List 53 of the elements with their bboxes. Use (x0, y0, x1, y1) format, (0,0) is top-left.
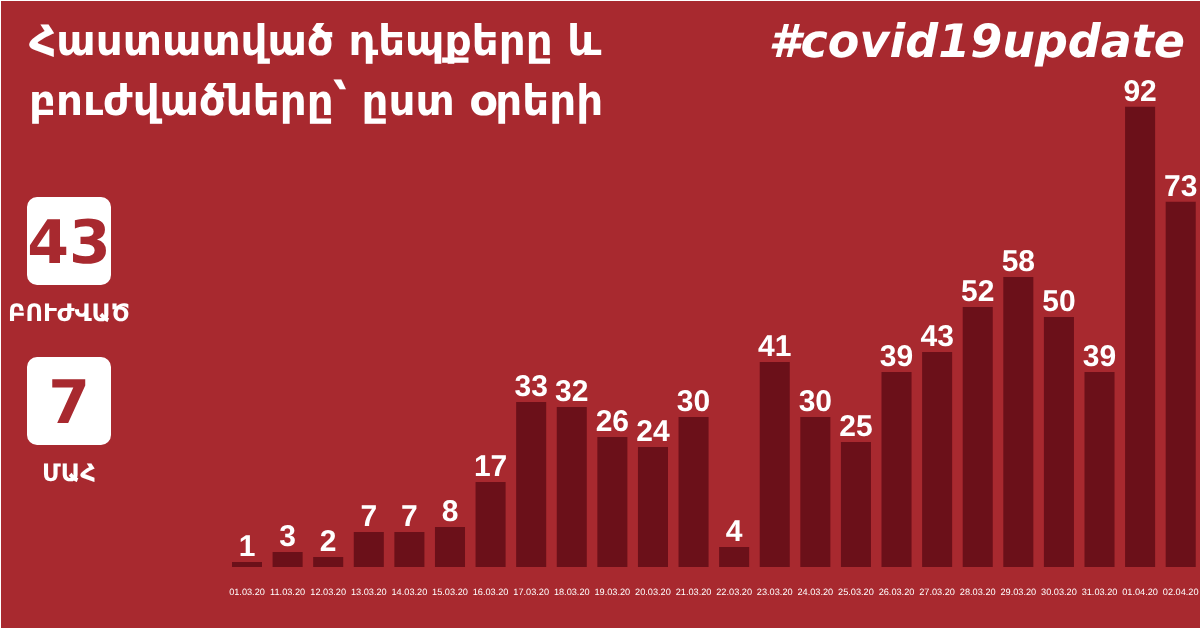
data-label: 52 (961, 274, 995, 309)
data-label: 3 (279, 519, 296, 554)
data-label: 43 (920, 319, 954, 354)
data-label: 33 (514, 369, 548, 404)
bar (434, 526, 466, 567)
bar (881, 371, 912, 567)
text: #covid19update (768, 17, 1185, 69)
text: 43 (27, 209, 111, 279)
text: ԲՈՒԺՎԱԾ (8, 299, 130, 327)
data-label: 50 (1042, 284, 1076, 319)
data-label: 1 (238, 530, 256, 564)
data-label: 39 (879, 339, 914, 374)
bar (922, 351, 953, 567)
data-label: 73 (1164, 169, 1198, 204)
bar (272, 551, 303, 567)
data-label: 24 (636, 414, 671, 449)
data-label: 39 (1082, 339, 1117, 374)
data-label: 4 (725, 514, 744, 549)
bar (678, 416, 709, 567)
bar (962, 306, 993, 567)
bar (840, 441, 871, 567)
data-label: 26 (595, 404, 630, 439)
bar (313, 557, 344, 567)
bar (1165, 201, 1196, 567)
data-label: 32 (555, 374, 589, 409)
data-label: 58 (1001, 244, 1036, 279)
bar (637, 446, 668, 567)
data-label: 41 (758, 329, 792, 364)
data-label: 92 (1123, 74, 1157, 109)
bar (394, 531, 425, 567)
data-label: 7 (401, 499, 418, 534)
chart-title: Հաստատված դեպքերը և բուժվածները՝ ըստ օրերի (29, 17, 604, 125)
data-label: 17 (473, 449, 508, 484)
data-label: 7 (360, 499, 378, 534)
bar (1043, 316, 1074, 567)
bar (719, 546, 750, 567)
text: ՄԱՀ (42, 459, 97, 487)
data-label: 30 (798, 384, 833, 419)
text: 7 (48, 369, 90, 439)
bar (1084, 371, 1115, 567)
bar (1125, 106, 1156, 567)
bar (353, 531, 384, 567)
data-label: 30 (676, 384, 711, 419)
bar (556, 406, 587, 567)
data-label: 2 (319, 525, 337, 559)
bar (475, 481, 506, 567)
data-label: 8 (441, 494, 459, 529)
bar (759, 361, 790, 567)
bar (800, 416, 831, 567)
bar (597, 436, 628, 567)
bar (1003, 276, 1034, 567)
bar (516, 401, 547, 567)
data-label: 25 (839, 409, 873, 444)
